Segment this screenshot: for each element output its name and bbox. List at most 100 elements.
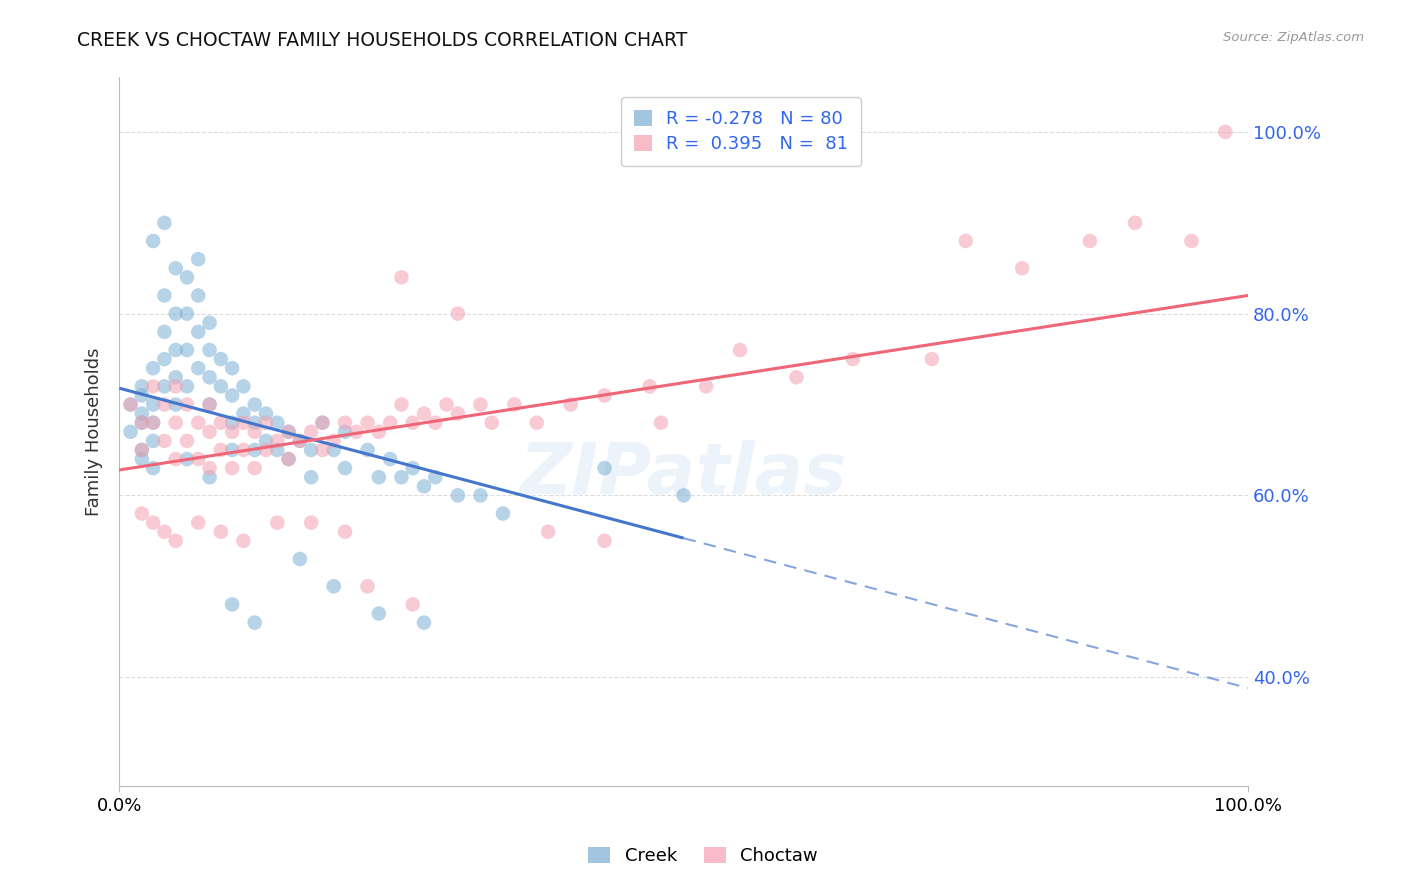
Point	[209, 416, 232, 430]
Point	[221, 425, 243, 439]
Point	[503, 398, 526, 412]
Point	[492, 507, 515, 521]
Point	[232, 379, 254, 393]
Point	[165, 307, 187, 321]
Point	[187, 516, 209, 530]
Point	[153, 288, 176, 302]
Point	[221, 598, 243, 612]
Point	[1123, 216, 1146, 230]
Point	[165, 533, 187, 548]
Point	[391, 398, 413, 412]
Point	[187, 325, 209, 339]
Point	[254, 407, 277, 421]
Point	[266, 442, 288, 457]
Point	[277, 452, 299, 467]
Point	[142, 516, 165, 530]
Point	[266, 516, 288, 530]
Point	[153, 434, 176, 448]
Point	[131, 388, 153, 402]
Point	[153, 216, 176, 230]
Point	[436, 398, 458, 412]
Point	[728, 343, 751, 357]
Point	[447, 307, 470, 321]
Point	[120, 398, 142, 412]
Point	[176, 398, 198, 412]
Text: Source: ZipAtlas.com: Source: ZipAtlas.com	[1223, 31, 1364, 45]
Point	[288, 552, 311, 566]
Point	[176, 343, 198, 357]
Point	[243, 425, 266, 439]
Point	[243, 442, 266, 457]
Point	[254, 434, 277, 448]
Point	[413, 615, 436, 630]
Point	[142, 234, 165, 248]
Point	[402, 416, 425, 430]
Point	[333, 461, 356, 475]
Point	[277, 425, 299, 439]
Point	[198, 398, 221, 412]
Point	[142, 361, 165, 376]
Point	[142, 416, 165, 430]
Point	[277, 452, 299, 467]
Point	[187, 416, 209, 430]
Point	[356, 442, 378, 457]
Point	[560, 398, 582, 412]
Point	[537, 524, 560, 539]
Point	[277, 425, 299, 439]
Point	[232, 442, 254, 457]
Point	[333, 425, 356, 439]
Point	[221, 416, 243, 430]
Point	[672, 488, 695, 502]
Point	[1011, 261, 1033, 276]
Point	[1078, 234, 1101, 248]
Point	[593, 533, 616, 548]
Point	[176, 270, 198, 285]
Point	[142, 416, 165, 430]
Point	[367, 425, 389, 439]
Point	[402, 461, 425, 475]
Point	[142, 434, 165, 448]
Point	[209, 379, 232, 393]
Point	[187, 361, 209, 376]
Point	[243, 416, 266, 430]
Point	[785, 370, 807, 384]
Point	[842, 352, 865, 367]
Point	[120, 425, 142, 439]
Point	[221, 442, 243, 457]
Point	[921, 352, 943, 367]
Point	[367, 470, 389, 484]
Point	[232, 407, 254, 421]
Point	[153, 398, 176, 412]
Point	[209, 524, 232, 539]
Point	[131, 416, 153, 430]
Point	[333, 524, 356, 539]
Point	[402, 598, 425, 612]
Point	[165, 261, 187, 276]
Text: CREEK VS CHOCTAW FAMILY HOUSEHOLDS CORRELATION CHART: CREEK VS CHOCTAW FAMILY HOUSEHOLDS CORRE…	[77, 31, 688, 50]
Point	[356, 416, 378, 430]
Point	[131, 442, 153, 457]
Point	[131, 507, 153, 521]
Point	[153, 325, 176, 339]
Point	[378, 416, 401, 430]
Point	[254, 442, 277, 457]
Point	[153, 379, 176, 393]
Point	[299, 425, 322, 439]
Point	[120, 398, 142, 412]
Point	[470, 398, 492, 412]
Point	[266, 434, 288, 448]
Point	[176, 434, 198, 448]
Point	[593, 388, 616, 402]
Point	[243, 615, 266, 630]
Point	[299, 470, 322, 484]
Legend: R = -0.278   N = 80, R =  0.395   N =  81: R = -0.278 N = 80, R = 0.395 N = 81	[621, 97, 860, 166]
Point	[650, 416, 672, 430]
Point	[481, 416, 503, 430]
Point	[153, 524, 176, 539]
Point	[131, 442, 153, 457]
Point	[131, 452, 153, 467]
Point	[447, 407, 470, 421]
Point	[131, 407, 153, 421]
Point	[425, 416, 447, 430]
Point	[447, 488, 470, 502]
